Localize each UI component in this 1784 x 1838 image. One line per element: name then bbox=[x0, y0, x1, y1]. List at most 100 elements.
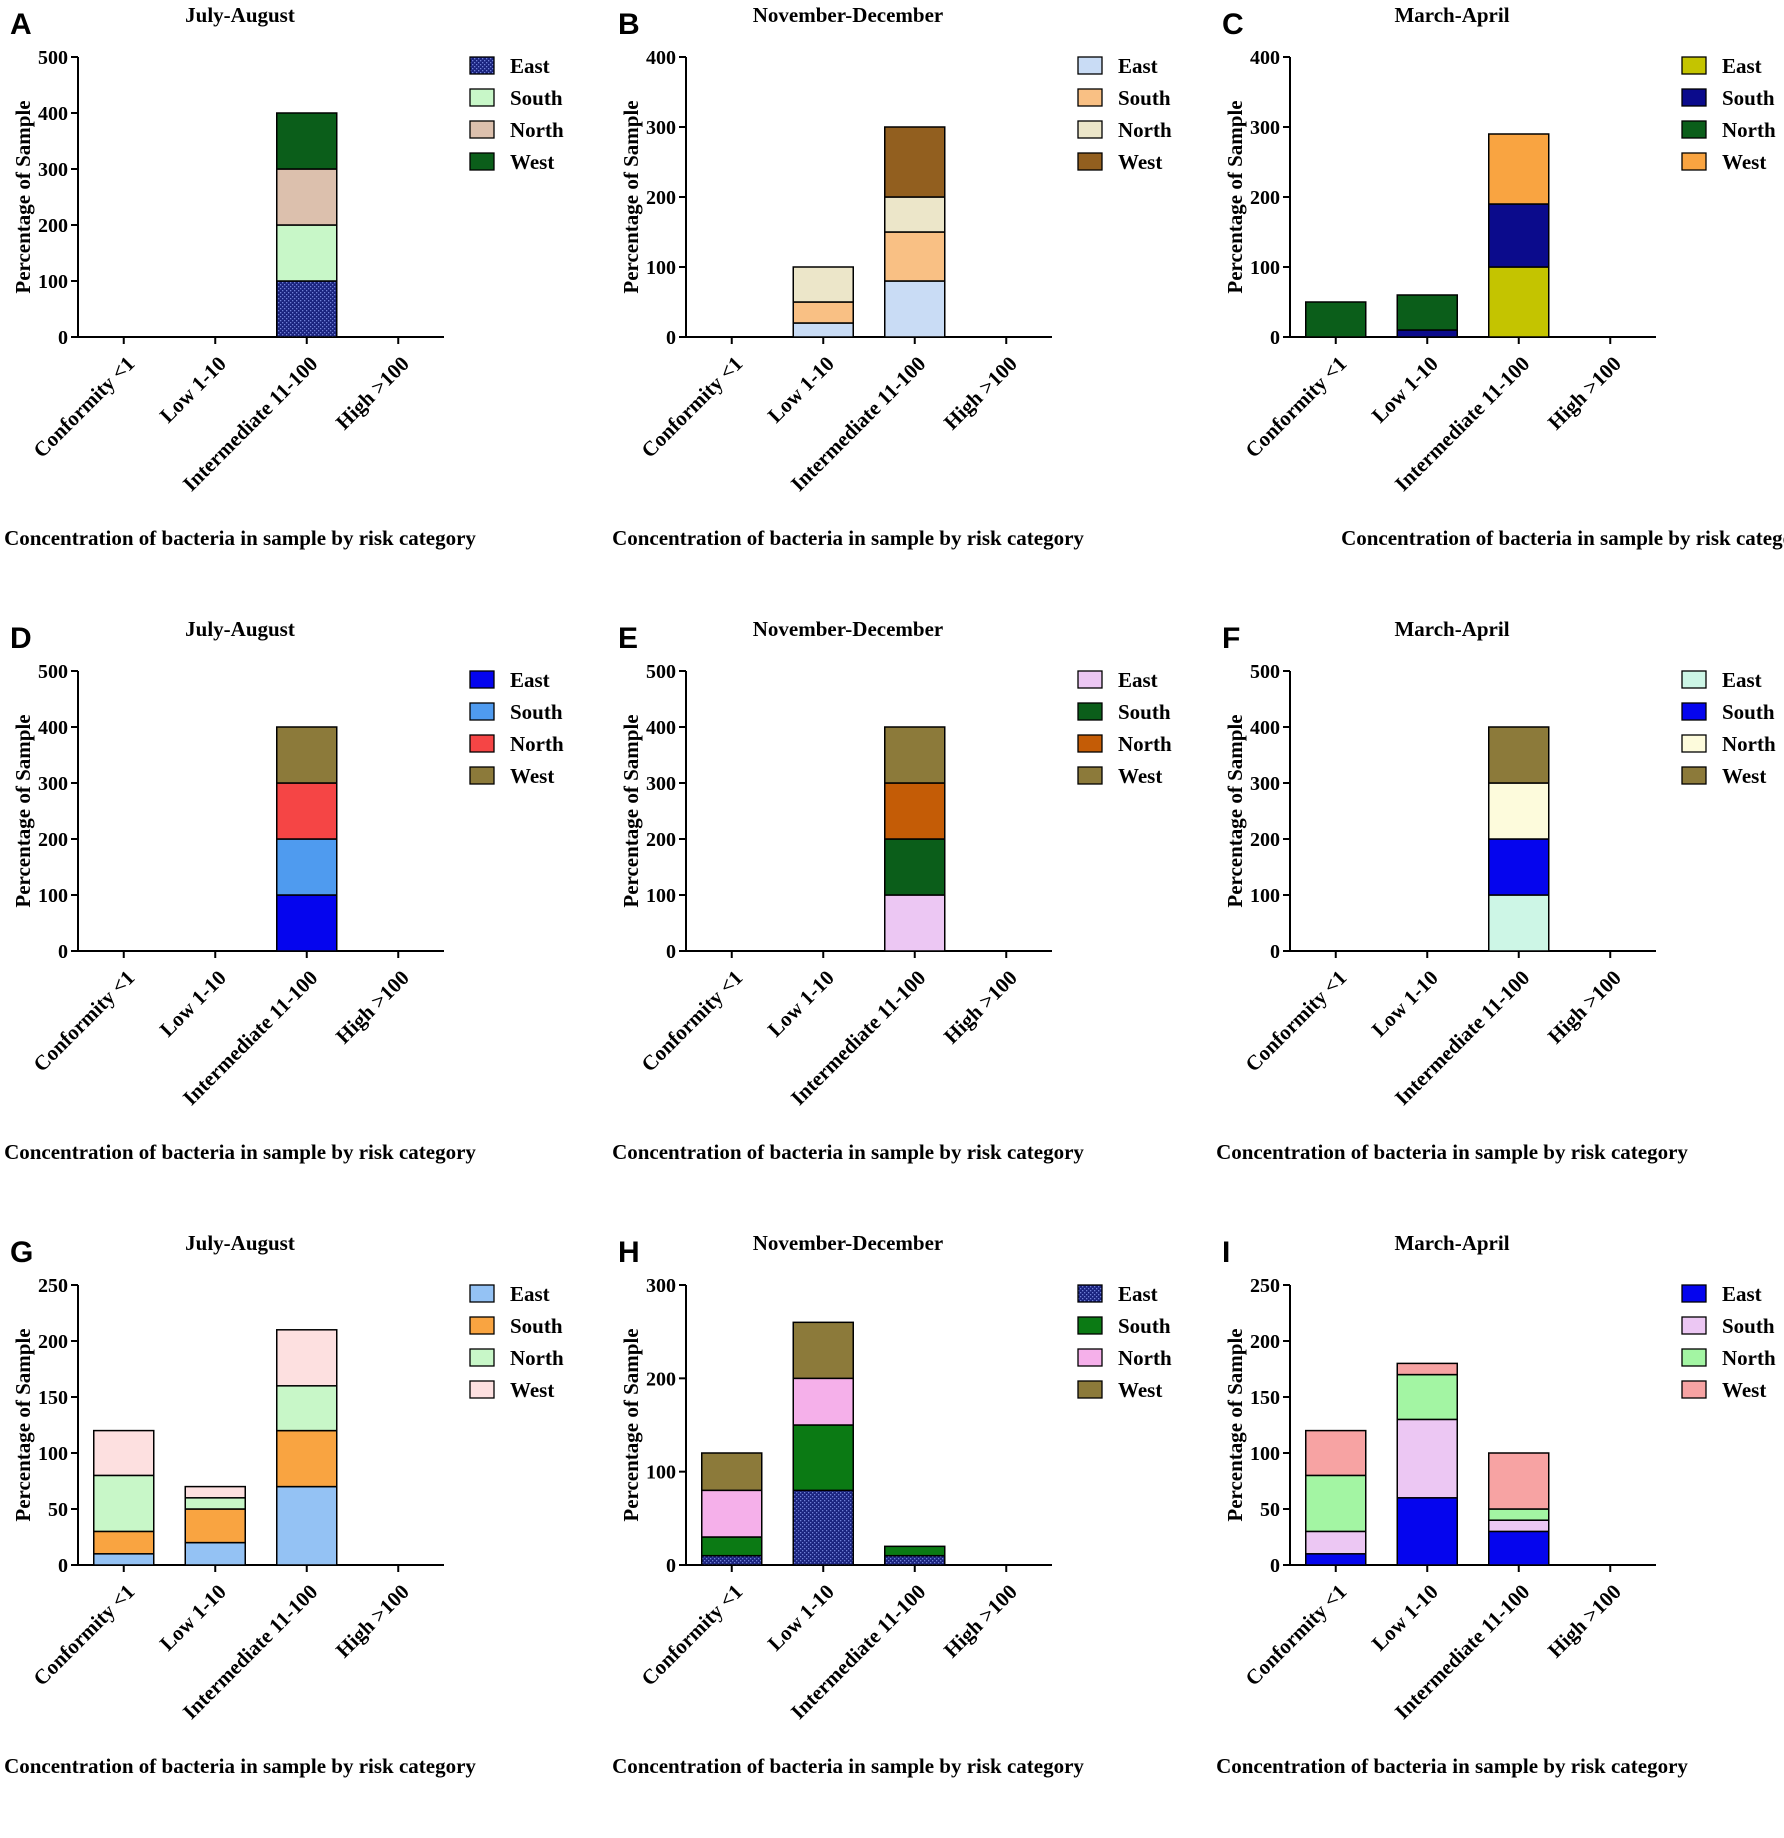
bar-segment-west-2 bbox=[792, 1321, 854, 1380]
panel-letter: I bbox=[1222, 1236, 1230, 1269]
bar-segment-south-2 bbox=[1396, 329, 1458, 338]
chart-panel-e: E November-December 0 100 200 300 400 500 Percen… bbox=[608, 614, 1202, 1224]
legend-label-south: South bbox=[510, 1314, 563, 1338]
chart-title: November-December bbox=[753, 1231, 943, 1255]
y-tick-label: 300 bbox=[1250, 773, 1280, 795]
legend-swatch-west bbox=[1681, 766, 1707, 785]
bar-segment-north-3 bbox=[1488, 1508, 1550, 1521]
legend-label-north: North bbox=[1118, 118, 1172, 142]
y-axis-title: Percentage of Sample bbox=[619, 100, 643, 293]
y-tick-label: 0 bbox=[666, 327, 676, 349]
legend-label-east: East bbox=[1118, 668, 1158, 692]
legend-label-west: West bbox=[1118, 764, 1162, 788]
panel-letter: H bbox=[618, 1236, 640, 1269]
chart-panel-i: I March-April 0 50 100 150 200 250 Percentage of… bbox=[1212, 1228, 1784, 1838]
x-axis-title: Concentration of bacteria in sample by r… bbox=[4, 526, 476, 550]
bar-segment-east-2 bbox=[792, 1489, 854, 1566]
y-axis-title: Percentage of Sample bbox=[1223, 1328, 1247, 1521]
x-axis-title: Concentration of bacteria in sample by r… bbox=[1216, 1140, 1688, 1164]
bar-segment-west-3 bbox=[1488, 726, 1550, 784]
bar-segment-east-1 bbox=[93, 1553, 155, 1566]
x-category-label: High >100 bbox=[939, 1580, 1022, 1663]
legend-label-north: North bbox=[1118, 1346, 1172, 1370]
y-tick-label: 100 bbox=[646, 1462, 676, 1484]
bar-segment-east-3 bbox=[276, 1485, 338, 1566]
x-axis-title: Concentration of bacteria in sample by r… bbox=[1341, 526, 1784, 550]
legend-swatch-south bbox=[1077, 88, 1103, 107]
chart-panel-b: B November-December 0 100 200 300 400 Percentag… bbox=[608, 0, 1202, 610]
x-category-label: High >100 bbox=[939, 966, 1022, 1049]
bar-segment-north-3 bbox=[1488, 782, 1550, 840]
legend-label-east: East bbox=[510, 668, 550, 692]
y-tick-label: 300 bbox=[38, 773, 68, 795]
bar-segment-south-3 bbox=[1488, 1519, 1550, 1533]
y-tick-label: 200 bbox=[38, 829, 68, 851]
chart-title: March-April bbox=[1394, 3, 1509, 27]
y-tick-label: 300 bbox=[646, 1275, 676, 1297]
y-axis-title: Percentage of Sample bbox=[11, 100, 35, 293]
bar-segment-west-3 bbox=[1488, 133, 1550, 205]
legend-swatch-north bbox=[469, 734, 495, 753]
bar-segment-south-3 bbox=[1488, 838, 1550, 896]
bar-segment-west-3 bbox=[1488, 1452, 1550, 1510]
y-tick-label: 500 bbox=[38, 661, 68, 683]
chart-title: November-December bbox=[753, 3, 943, 27]
y-tick-label: 300 bbox=[646, 117, 676, 139]
x-axis-title: Concentration of bacteria in sample by r… bbox=[4, 1140, 476, 1164]
x-category-label: Conformity <1 bbox=[28, 352, 139, 463]
x-category-label: Low 1-10 bbox=[155, 1580, 231, 1656]
legend-swatch-north bbox=[469, 1348, 495, 1367]
legend-swatch-east bbox=[469, 1284, 495, 1303]
legend-label-north: North bbox=[510, 118, 564, 142]
bar-segment-west-3 bbox=[276, 112, 338, 170]
y-tick-label: 200 bbox=[1250, 829, 1280, 851]
legend-label-east: East bbox=[1118, 54, 1158, 78]
y-tick-label: 200 bbox=[646, 1368, 676, 1390]
x-axis-title: Concentration of bacteria in sample by r… bbox=[1216, 1754, 1688, 1778]
bar-segment-south-2 bbox=[184, 1508, 246, 1544]
legend-swatch-east bbox=[1681, 670, 1707, 689]
bar-segment-south-2 bbox=[1396, 1418, 1458, 1499]
x-category-label: Low 1-10 bbox=[1367, 966, 1443, 1042]
chart-svg: C March-April 0 100 200 300 400 Percentage of S… bbox=[1222, 3, 1784, 550]
legend-label-east: East bbox=[1722, 54, 1762, 78]
legend-label-south: South bbox=[1722, 1314, 1775, 1338]
bar-segment-south-3 bbox=[276, 224, 338, 282]
x-category-label: Conformity <1 bbox=[636, 352, 747, 463]
legend-swatch-north bbox=[1681, 1348, 1707, 1367]
x-category-label: Low 1-10 bbox=[763, 1580, 839, 1656]
bar-segment-south-3 bbox=[884, 838, 946, 896]
bar-segment-west-3 bbox=[884, 126, 946, 198]
x-category-label: High >100 bbox=[331, 352, 414, 435]
legend-label-south: South bbox=[510, 86, 563, 110]
panel-letter: A bbox=[10, 8, 32, 41]
y-tick-label: 400 bbox=[38, 103, 68, 125]
legend-label-west: West bbox=[510, 150, 554, 174]
x-category-label: Conformity <1 bbox=[1240, 352, 1351, 463]
y-tick-label: 100 bbox=[38, 1443, 68, 1465]
bar-segment-west-3 bbox=[276, 726, 338, 784]
bar-segment-east-1 bbox=[1305, 1553, 1367, 1566]
bar-segment-north-3 bbox=[276, 168, 338, 226]
chart-svg: A July-August 0 100 200 300 400 500 Percentage o… bbox=[4, 3, 564, 550]
legend-label-north: North bbox=[1118, 732, 1172, 756]
bar-segment-south-3 bbox=[276, 838, 338, 896]
bar-segment-east-3 bbox=[1488, 894, 1550, 952]
y-tick-label: 100 bbox=[1250, 257, 1280, 279]
bar-segment-south-3 bbox=[276, 1429, 338, 1488]
y-tick-label: 200 bbox=[646, 829, 676, 851]
y-axis-title: Percentage of Sample bbox=[619, 714, 643, 907]
bar-segment-north-1 bbox=[701, 1489, 763, 1538]
y-axis-title: Percentage of Sample bbox=[1223, 100, 1247, 293]
y-tick-label: 0 bbox=[58, 327, 68, 349]
legend-swatch-west bbox=[1681, 1380, 1707, 1399]
legend-label-south: South bbox=[1118, 700, 1171, 724]
y-tick-label: 200 bbox=[38, 1331, 68, 1353]
legend-label-east: East bbox=[1118, 1282, 1158, 1306]
y-tick-label: 0 bbox=[1270, 941, 1280, 963]
bar-segment-west-3 bbox=[276, 1329, 338, 1387]
legend-swatch-west bbox=[469, 152, 495, 171]
legend-swatch-west bbox=[1077, 152, 1103, 171]
chart-panel-d: D July-August 0 100 200 300 400 500 Percentage o… bbox=[0, 614, 594, 1224]
panel-letter: G bbox=[10, 1236, 33, 1269]
